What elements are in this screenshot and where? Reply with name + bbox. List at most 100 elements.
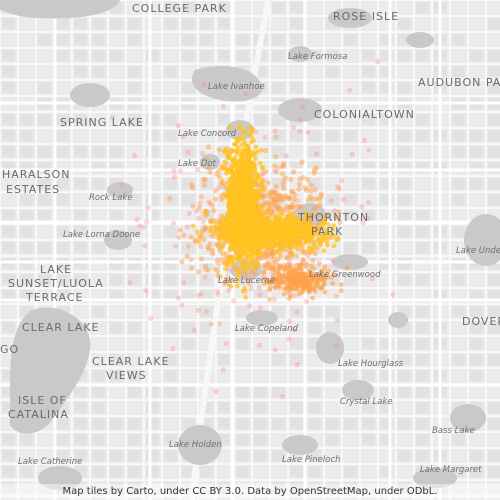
city-block (146, 194, 159, 205)
city-block (398, 18, 411, 29)
city-block (2, 50, 15, 61)
data-point (234, 135, 240, 141)
city-block (2, 66, 15, 77)
data-point (262, 264, 268, 270)
data-point (290, 268, 296, 274)
data-point (321, 248, 327, 254)
data-point (229, 222, 235, 228)
data-point (247, 303, 253, 309)
data-point (253, 240, 259, 246)
city-block (164, 306, 177, 317)
data-point (233, 224, 239, 230)
city-block (56, 130, 69, 141)
city-block (200, 402, 213, 413)
city-block (218, 402, 231, 413)
city-block (344, 34, 357, 45)
city-block (182, 418, 195, 429)
city-block (344, 162, 357, 173)
city-block (236, 402, 249, 413)
city-block (308, 370, 321, 381)
data-point (228, 283, 234, 289)
city-block (344, 130, 357, 141)
city-block (110, 466, 123, 477)
city-block (74, 34, 87, 45)
city-block (20, 114, 33, 125)
data-point (214, 241, 220, 247)
data-point (256, 206, 262, 212)
city-block (398, 386, 411, 397)
city-block (128, 114, 141, 125)
city-block (488, 18, 500, 29)
map-attribution[interactable]: Map tiles by Carto, under CC BY 3.0. Dat… (0, 484, 500, 500)
city-block (290, 418, 303, 429)
city-block (56, 50, 69, 61)
city-block (74, 466, 87, 477)
data-point (180, 134, 186, 140)
data-point (290, 241, 295, 247)
data-point (239, 194, 245, 200)
data-point (253, 226, 258, 232)
city-block (92, 498, 105, 500)
city-block (416, 354, 429, 365)
data-point (242, 238, 247, 243)
city-block (218, 18, 231, 29)
city-block (254, 498, 267, 500)
city-block (416, 338, 429, 349)
data-point (265, 180, 271, 186)
data-point (239, 205, 245, 211)
data-point (233, 141, 239, 147)
label-lake-ivanhoe: Lake Ivanhoe (208, 82, 265, 92)
city-block (290, 466, 303, 477)
label-lake-greenwood: Lake Greenwood (309, 270, 381, 280)
data-point (281, 231, 287, 236)
data-point (284, 255, 290, 261)
city-block (398, 498, 411, 500)
city-block (398, 34, 411, 45)
city-block (110, 274, 123, 285)
data-point (232, 236, 238, 242)
city-block (20, 210, 33, 221)
city-block (416, 226, 429, 237)
city-block (272, 482, 285, 493)
city-block (398, 194, 411, 205)
data-point (250, 161, 256, 166)
data-point (298, 242, 304, 248)
city-block (74, 226, 87, 237)
lake-copeland (246, 310, 278, 326)
data-point (255, 210, 261, 215)
data-point (267, 209, 273, 215)
city-block (308, 402, 321, 413)
city-block (74, 482, 87, 493)
city-block (110, 162, 123, 173)
city-block (398, 418, 411, 429)
city-block (380, 178, 393, 189)
city-block (362, 434, 375, 445)
city-block (308, 466, 321, 477)
data-point (280, 196, 286, 202)
data-point (272, 243, 278, 249)
data-point (296, 186, 302, 192)
city-block (20, 226, 33, 237)
city-block (290, 130, 303, 141)
city-block (164, 66, 177, 77)
city-block (182, 290, 195, 301)
city-block (488, 114, 500, 125)
city-block (56, 402, 69, 413)
city-block (452, 66, 465, 77)
data-point (257, 246, 262, 251)
city-block (416, 370, 429, 381)
data-point (280, 181, 286, 188)
city-block (272, 178, 285, 189)
label-lake-dot: Lake Dot (178, 159, 216, 169)
data-point (291, 196, 297, 202)
city-block (38, 146, 51, 157)
city-block (164, 178, 177, 189)
data-point (198, 291, 204, 297)
city-block (74, 434, 87, 445)
city-block (74, 386, 87, 397)
city-block (344, 194, 357, 205)
data-point (213, 389, 219, 395)
lake-fairview-edge (0, 0, 120, 19)
data-point (294, 269, 300, 274)
